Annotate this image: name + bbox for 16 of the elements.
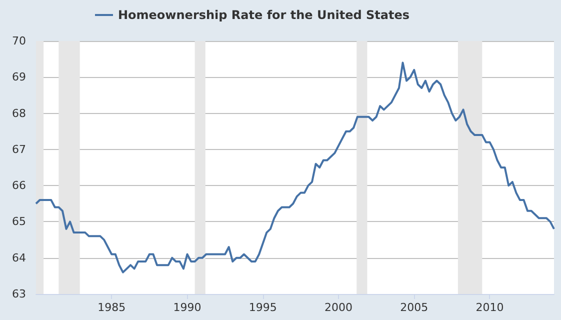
y-tick-label: 65 — [12, 215, 26, 228]
y-tick-label: 70 — [12, 34, 26, 48]
y-tick-label: 69 — [12, 70, 26, 84]
y-tick-label: 64 — [12, 251, 26, 264]
y-tick-label: 68 — [12, 106, 26, 120]
x-tick-label: 2010 — [476, 301, 504, 314]
legend-label: Homeownership Rate for the United States — [118, 8, 410, 22]
x-tick-label: 1990 — [173, 301, 202, 314]
y-tick-label: 66 — [12, 179, 26, 192]
y-tick-label: 63 — [12, 288, 26, 300]
y-tick-label: 67 — [12, 142, 26, 156]
x-tick-label: 1985 — [98, 301, 126, 314]
x-tick-label: 1995 — [248, 301, 277, 314]
x-tick-label: 2005 — [400, 301, 428, 314]
x-tick-label: 2000 — [324, 301, 352, 314]
line-series — [35, 62, 555, 274]
